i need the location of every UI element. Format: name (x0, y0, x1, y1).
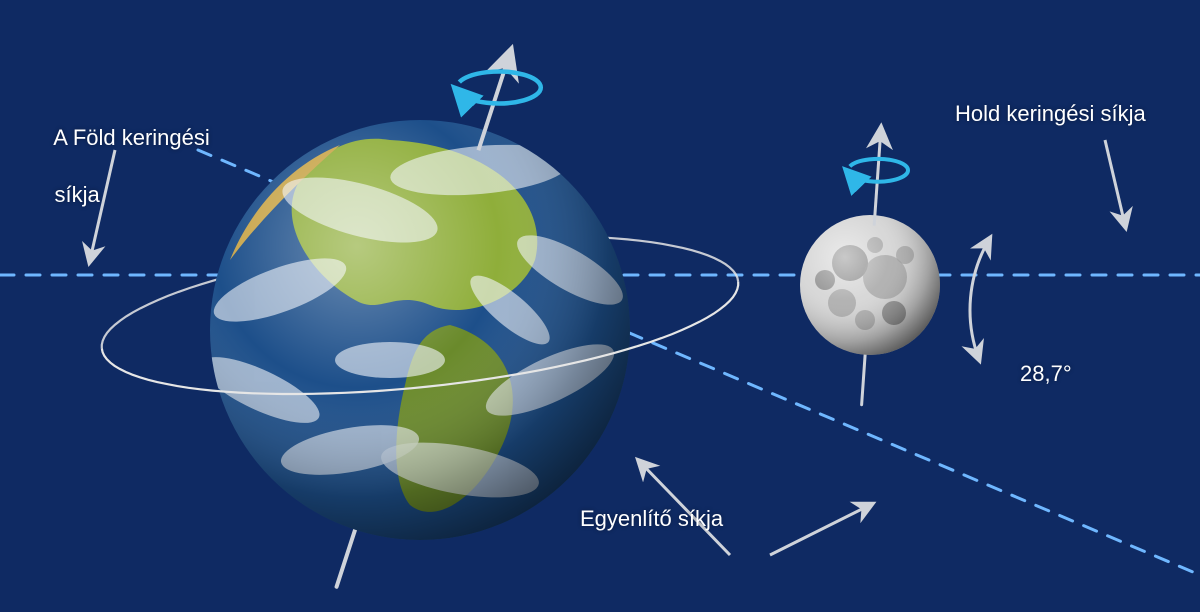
label-line: A Föld keringési (53, 125, 210, 150)
earth-shading (210, 120, 630, 540)
label-line: síkja (54, 182, 99, 207)
label-equatorial-plane: Egyenlítő síkja (580, 505, 723, 534)
moon-shading (800, 215, 940, 355)
diagram-stage: A Föld keringési síkja Hold keringési sí… (0, 0, 1200, 612)
label-earth-orbital-plane: A Föld keringési síkja (30, 95, 210, 238)
label-moon-orbital-plane: Hold keringési síkja (955, 100, 1146, 129)
moon (800, 215, 940, 355)
label-angle-value: 28,7° (1020, 360, 1072, 389)
